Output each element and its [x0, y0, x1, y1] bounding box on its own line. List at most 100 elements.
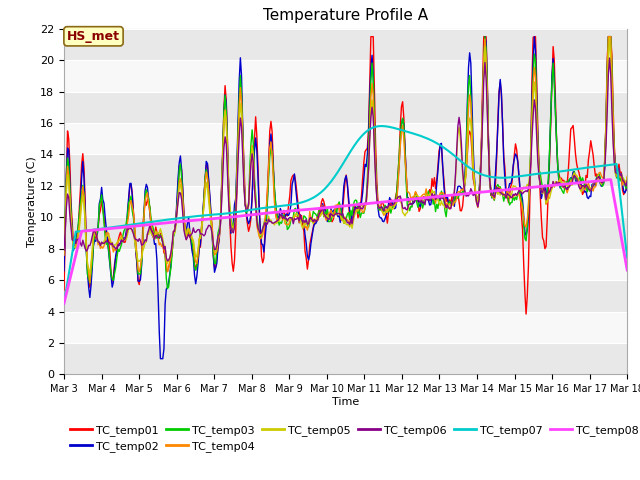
TC_temp08	[572, 180, 579, 186]
TC_temp03	[237, 72, 244, 78]
TC_temp01	[476, 196, 483, 202]
TC_temp02	[476, 188, 483, 193]
TC_temp05	[623, 175, 631, 181]
Line: TC_temp08: TC_temp08	[64, 180, 627, 303]
TC_temp04	[376, 204, 384, 209]
TC_temp04	[476, 196, 483, 202]
TC_temp07	[378, 123, 385, 129]
TC_temp04	[605, 34, 612, 39]
Line: TC_temp06: TC_temp06	[64, 58, 627, 261]
Bar	[64, 280, 627, 312]
TC_temp05	[476, 192, 483, 197]
TC_temp05	[573, 172, 580, 178]
TC_temp01	[236, 97, 243, 103]
TC_temp05	[60, 248, 68, 253]
TC_temp03	[574, 179, 582, 184]
TC_temp03	[481, 34, 489, 39]
TC_temp03	[623, 180, 631, 186]
TC_temp07	[236, 209, 243, 215]
TC_temp04	[573, 173, 580, 179]
Bar	[64, 343, 627, 374]
TC_temp04	[60, 252, 68, 258]
TC_temp02	[157, 356, 164, 361]
TC_temp07	[403, 129, 411, 134]
Line: TC_temp04: TC_temp04	[64, 36, 627, 283]
TC_temp03	[164, 286, 172, 291]
Title: Temperature Profile A: Temperature Profile A	[263, 9, 428, 24]
TC_temp02	[60, 268, 68, 274]
TC_temp05	[605, 35, 613, 40]
Bar	[64, 249, 627, 280]
TC_temp06	[476, 197, 483, 203]
X-axis label: Time: Time	[332, 397, 359, 407]
TC_temp02	[237, 55, 244, 60]
TC_temp03	[476, 193, 483, 199]
Bar	[64, 186, 627, 217]
TC_temp01	[376, 205, 384, 211]
TC_temp07	[60, 300, 68, 306]
TC_temp08	[403, 197, 410, 203]
Line: TC_temp02: TC_temp02	[64, 36, 627, 359]
TC_temp02	[376, 215, 384, 221]
TC_temp01	[623, 177, 631, 183]
Y-axis label: Temperature (C): Temperature (C)	[28, 156, 37, 247]
TC_temp04	[237, 85, 244, 91]
TC_temp03	[299, 219, 307, 225]
Line: TC_temp05: TC_temp05	[64, 37, 627, 274]
Bar	[64, 312, 627, 343]
TC_temp01	[367, 34, 374, 39]
TC_temp06	[623, 178, 631, 183]
Bar	[64, 60, 627, 92]
TC_temp07	[476, 170, 483, 176]
Bar	[64, 29, 627, 60]
TC_temp08	[375, 200, 383, 205]
Legend: TC_temp01, TC_temp02, TC_temp03, TC_temp04, TC_temp05, TC_temp06, TC_temp07, TC_: TC_temp01, TC_temp02, TC_temp03, TC_temp…	[70, 425, 639, 452]
TC_temp02	[299, 218, 307, 224]
TC_temp02	[403, 194, 411, 200]
TC_temp01	[60, 287, 68, 293]
TC_temp04	[623, 173, 631, 179]
TC_temp08	[60, 300, 68, 306]
TC_temp06	[376, 205, 384, 211]
TC_temp06	[60, 248, 68, 253]
TC_temp02	[481, 34, 489, 39]
TC_temp01	[298, 213, 305, 218]
TC_temp05	[237, 101, 244, 107]
TC_temp03	[60, 250, 68, 256]
TC_temp06	[237, 115, 244, 121]
TC_temp01	[574, 166, 582, 172]
TC_temp08	[623, 267, 631, 273]
TC_temp05	[86, 271, 93, 277]
TC_temp08	[607, 177, 614, 182]
TC_temp04	[299, 217, 307, 223]
TC_temp01	[522, 311, 530, 317]
Bar	[64, 123, 627, 155]
TC_temp06	[403, 207, 411, 213]
TC_temp04	[86, 280, 93, 286]
TC_temp05	[299, 226, 307, 231]
TC_temp08	[236, 213, 243, 219]
TC_temp01	[403, 193, 411, 199]
Bar	[64, 155, 627, 186]
TC_temp03	[403, 203, 411, 209]
TC_temp07	[573, 166, 580, 172]
Line: TC_temp07: TC_temp07	[64, 126, 627, 303]
TC_temp06	[299, 218, 307, 224]
Bar	[64, 92, 627, 123]
TC_temp07	[623, 255, 631, 261]
TC_temp06	[573, 175, 580, 181]
TC_temp03	[376, 206, 384, 212]
TC_temp06	[605, 55, 613, 61]
TC_temp08	[474, 190, 482, 195]
TC_temp05	[403, 210, 411, 216]
TC_temp02	[623, 176, 631, 182]
Bar	[64, 217, 627, 249]
TC_temp02	[574, 176, 582, 182]
TC_temp08	[298, 207, 305, 213]
TC_temp07	[375, 123, 383, 129]
TC_temp04	[403, 189, 411, 195]
TC_temp07	[298, 200, 305, 205]
TC_temp06	[164, 258, 172, 264]
Line: TC_temp01: TC_temp01	[64, 36, 627, 314]
Text: HS_met: HS_met	[67, 30, 120, 43]
